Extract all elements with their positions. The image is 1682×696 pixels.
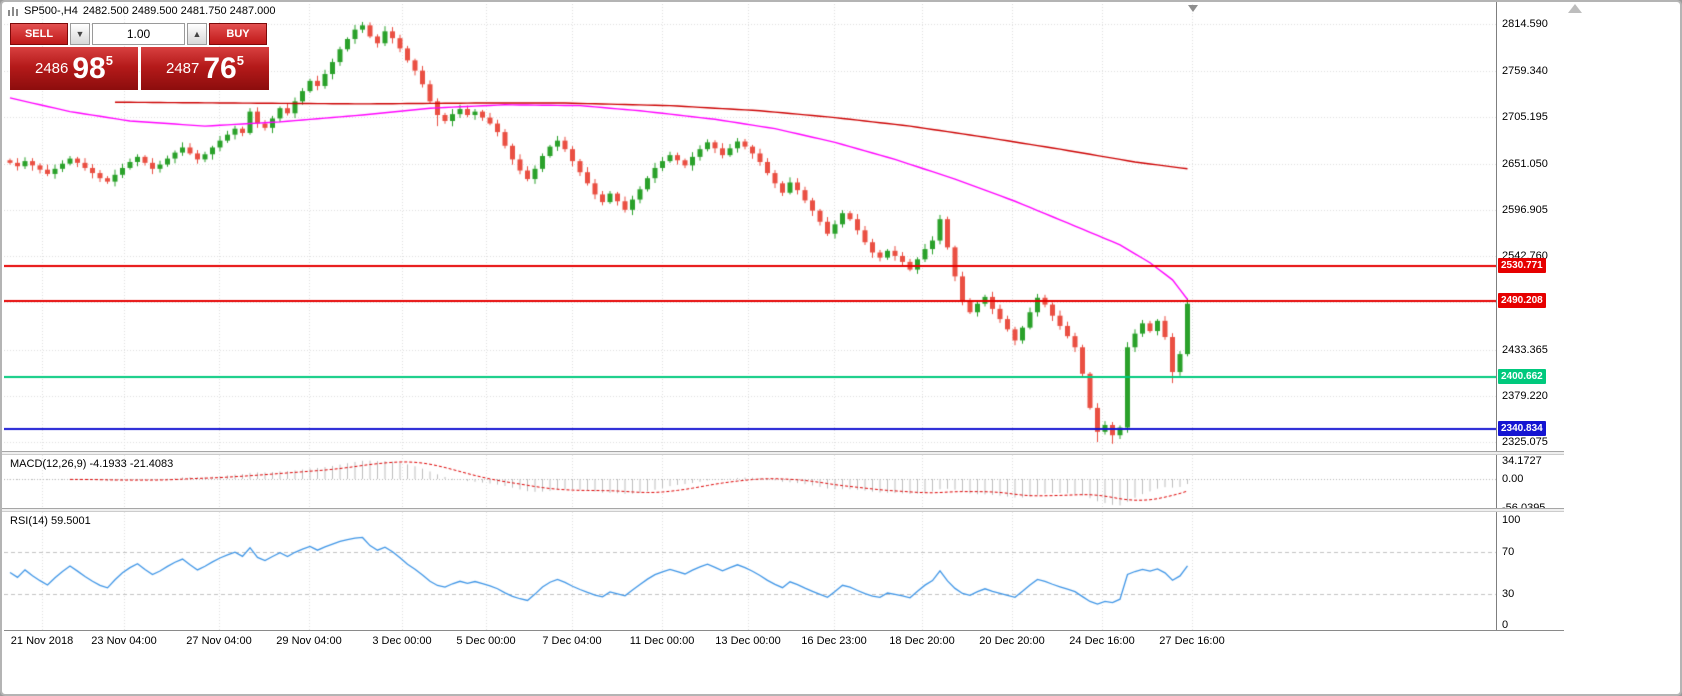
- price-axis-label: 2759.340: [1502, 65, 1548, 77]
- sell-price-prefix: 2486: [35, 60, 69, 77]
- rsi-axis-label: 70: [1502, 546, 1515, 558]
- sell-price-tile[interactable]: 2486 98 5: [10, 47, 138, 90]
- trade-prices-row: 2486 98 5 2487 76 5: [10, 47, 269, 90]
- price-axis-label: 2705.195: [1502, 111, 1548, 123]
- price-level-badge: 2530.771: [1498, 258, 1546, 273]
- price-axis[interactable]: 2814.590 2759.340 2705.195 2651.050 2596.905…: [1496, 2, 1564, 631]
- symbol-ohlc: 2482.500 2489.500 2481.750 2487.000: [82, 5, 276, 17]
- time-axis[interactable]: 21 Nov 2018 23 Nov 04:00 27 Nov 04:00 29 No…: [4, 630, 1564, 652]
- time-axis-label: 13 Dec 00:00: [715, 635, 781, 647]
- panel-splitter[interactable]: [2, 451, 1564, 455]
- price-axis-label: 2596.905: [1502, 204, 1548, 216]
- rsi-axis-label: 0: [1502, 619, 1509, 631]
- time-axis-label: 24 Dec 16:00: [1069, 635, 1135, 647]
- time-axis-label: 27 Nov 04:00: [186, 635, 252, 647]
- price-level-badge: 2400.662: [1498, 369, 1546, 384]
- macd-panel-canvas[interactable]: [4, 455, 1496, 508]
- time-axis-label: 3 Dec 00:00: [372, 635, 432, 647]
- rsi-panel-canvas[interactable]: [4, 512, 1496, 630]
- rsi-axis-label: 30: [1502, 588, 1515, 600]
- time-axis-label: 7 Dec 04:00: [542, 635, 602, 647]
- panel-splitter[interactable]: [2, 508, 1564, 512]
- price-axis-label: 2379.220: [1502, 390, 1548, 402]
- price-axis-label: 2651.050: [1502, 158, 1548, 170]
- chart-shift-marker-icon: [1188, 5, 1198, 12]
- time-axis-label: 5 Dec 00:00: [456, 635, 516, 647]
- time-axis-label: 27 Dec 16:00: [1159, 635, 1225, 647]
- price-axis-label: 2433.365: [1502, 344, 1548, 356]
- sell-price-sup: 5: [105, 53, 113, 68]
- price-axis-label: 2814.590: [1502, 18, 1548, 30]
- buy-button[interactable]: BUY: [209, 23, 267, 45]
- scroll-up-icon: [1568, 4, 1582, 13]
- rsi-indicator-label: RSI(14) 59.5001: [10, 515, 91, 527]
- macd-axis-label: 34.1727: [1502, 455, 1542, 467]
- one-click-trading-panel: SELL ▼ ▲ BUY 2486 98 5 2487 76 5: [10, 23, 269, 90]
- macd-axis-label: 0.00: [1502, 473, 1524, 485]
- time-axis-label: 16 Dec 23:00: [801, 635, 867, 647]
- rsi-axis-label: 100: [1502, 514, 1521, 526]
- time-axis-label: 21 Nov 2018: [10, 635, 74, 647]
- time-axis-label: 20 Dec 20:00: [979, 635, 1045, 647]
- time-axis-label: 18 Dec 20:00: [889, 635, 955, 647]
- sell-button[interactable]: SELL: [10, 23, 68, 45]
- symbol-title: SP500-,H4: [24, 5, 78, 17]
- price-level-badge: 2340.834: [1498, 421, 1546, 436]
- chart-type-icon: [8, 7, 18, 16]
- buy-price-prefix: 2487: [166, 60, 200, 77]
- volume-input[interactable]: [92, 23, 185, 45]
- price-axis-label: 2325.075: [1502, 436, 1548, 448]
- buy-price-big: 76: [203, 51, 237, 85]
- trade-controls-row: SELL ▼ ▲ BUY: [10, 23, 269, 45]
- volume-increase-icon[interactable]: ▲: [187, 23, 207, 45]
- time-axis-label: 23 Nov 04:00: [91, 635, 157, 647]
- price-level-badge: 2490.208: [1498, 293, 1546, 308]
- sell-price-big: 98: [72, 51, 106, 85]
- symbol-info: SP500-,H4 2482.500 2489.500 2481.750 248…: [7, 5, 276, 17]
- time-axis-label: 29 Nov 04:00: [276, 635, 342, 647]
- buy-price-tile[interactable]: 2487 76 5: [141, 47, 269, 90]
- time-axis-label: 11 Dec 00:00: [629, 635, 695, 647]
- macd-indicator-label: MACD(12,26,9) -4.1933 -21.4083: [10, 458, 174, 470]
- volume-decrease-dropdown-icon[interactable]: ▼: [70, 23, 90, 45]
- buy-price-sup: 5: [236, 53, 244, 68]
